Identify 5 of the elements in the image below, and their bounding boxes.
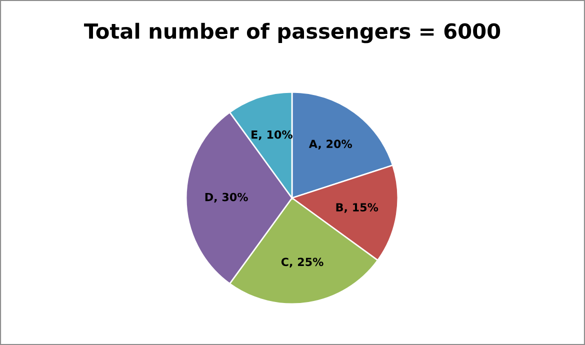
- slice-label: C, 25%: [281, 258, 324, 268]
- chart-title: Total number of passengers = 6000: [84, 22, 500, 44]
- slice-label: D, 30%: [205, 192, 248, 203]
- slice-label: B, 15%: [336, 203, 378, 213]
- slice-label: A, 20%: [308, 140, 352, 150]
